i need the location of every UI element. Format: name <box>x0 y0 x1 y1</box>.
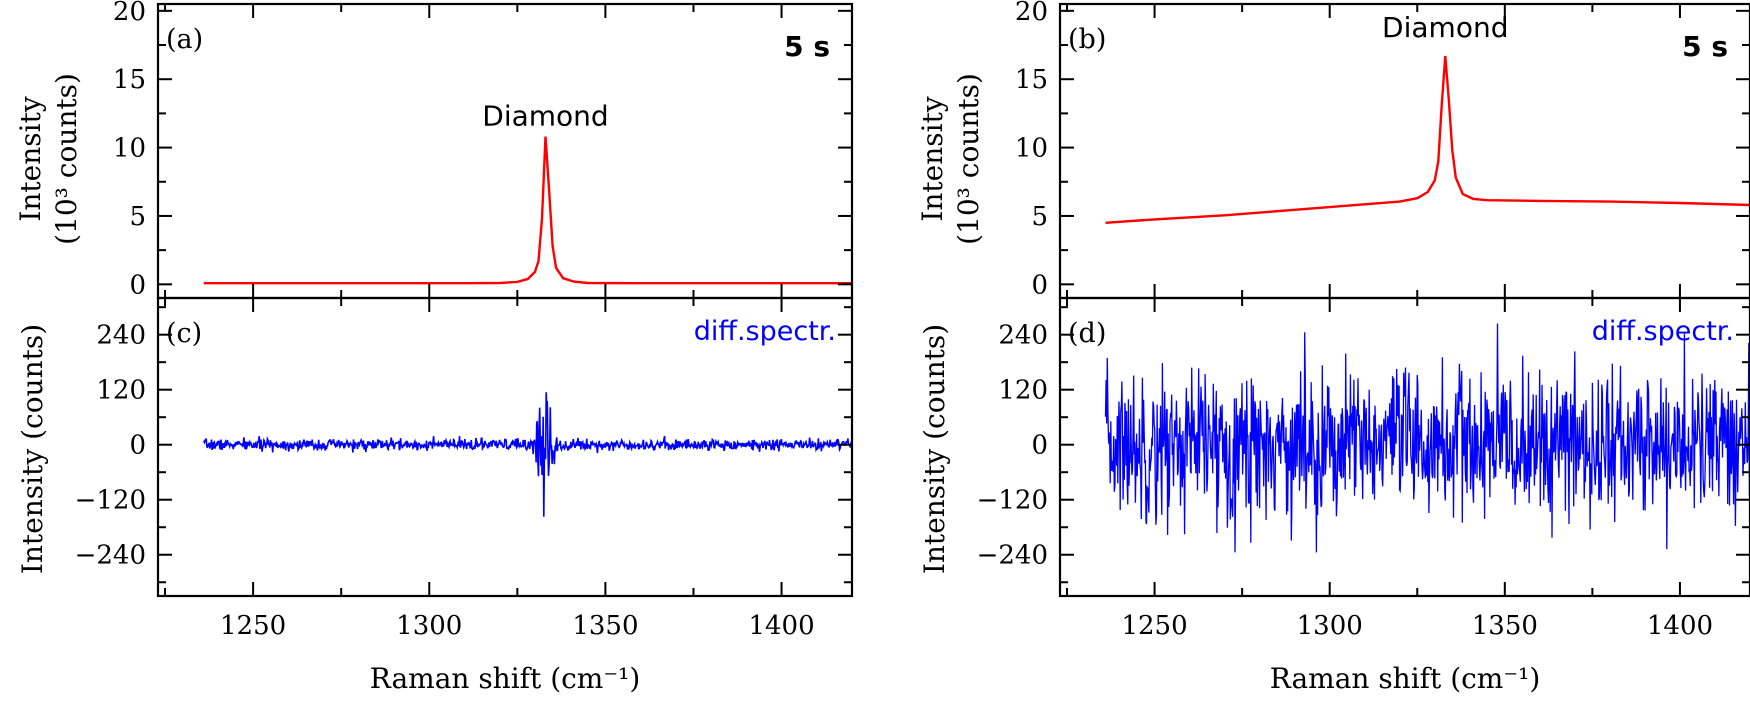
y-tick-label: 20 <box>1015 0 1048 27</box>
panel-letter: (d) <box>1068 318 1106 349</box>
y-tick-label: 15 <box>113 65 146 95</box>
y-axis-label-line2: (10³ counts) <box>952 73 985 245</box>
y-axis-label: Intensity (counts) <box>16 324 49 574</box>
plot-frame <box>1058 2 1750 300</box>
y-tick-label: 10 <box>1015 134 1048 164</box>
difference-spectrum-line <box>1104 323 1750 553</box>
y-tick-label: 240 <box>998 321 1048 351</box>
y-tick-label: 10 <box>113 134 146 164</box>
spectrum-line <box>1105 55 1750 224</box>
difference-spectrum-line <box>203 392 852 517</box>
y-tick-label: 0 <box>129 270 146 300</box>
plot-frame <box>156 296 854 598</box>
y-tick-label: −120 <box>977 486 1048 516</box>
y-axis-label-line1: Intensity <box>14 96 47 222</box>
spectrum-line <box>203 136 852 285</box>
right-x-axis: 1250 1300 1350 1400 Raman shift (cm⁻¹) <box>1121 611 1713 695</box>
x-axis-label: Raman shift (cm⁻¹) <box>370 662 641 695</box>
y-tick-label: 15 <box>1015 65 1048 95</box>
y-tick-label: 120 <box>96 376 146 406</box>
exposure-label: 5 s <box>1682 30 1728 63</box>
y-tick-label: −240 <box>977 541 1048 571</box>
y-tick-label: 120 <box>998 376 1048 406</box>
x-tick-label: 1300 <box>396 611 462 641</box>
panel-d: −240 −120 0 120 240 Intensity (counts) (d) diff… <box>918 296 1750 598</box>
x-tick-label: 1350 <box>572 611 638 641</box>
x-tick-label: 1300 <box>1297 611 1363 641</box>
panel-letter: (b) <box>1068 24 1106 55</box>
y-axis-label-line2: (10³ counts) <box>50 73 83 245</box>
plot-frame <box>156 2 854 300</box>
y-tick-label: 240 <box>96 321 146 351</box>
exposure-label: 5 s <box>784 30 830 63</box>
x-tick-label: 1250 <box>220 611 286 641</box>
y-tick-label: −120 <box>75 486 146 516</box>
panel-letter: (a) <box>166 24 203 55</box>
left-x-axis: 1250 1300 1350 1400 Raman shift (cm⁻¹) <box>220 611 815 695</box>
diff-spectrum-label: diff.spectr. <box>1592 316 1734 347</box>
peak-label: Diamond <box>482 100 608 133</box>
panel-letter: (c) <box>166 318 202 349</box>
right-column: 0 5 10 15 20 Intensity (10³ counts) (b) Diamond 5… <box>916 0 1750 695</box>
y-tick-label: 0 <box>1031 270 1048 300</box>
y-tick-label: 0 <box>1031 431 1048 461</box>
x-axis-label: Raman shift (cm⁻¹) <box>1270 662 1541 695</box>
diff-spectrum-label: diff.spectr. <box>694 316 836 347</box>
y-tick-label: 0 <box>129 431 146 461</box>
x-tick-label: 1350 <box>1472 611 1538 641</box>
x-tick-label: 1250 <box>1121 611 1187 641</box>
y-tick-label: −240 <box>75 541 146 571</box>
x-tick-label: 1400 <box>748 611 814 641</box>
y-axis-label-line1: Intensity <box>916 96 949 222</box>
y-tick-label: 5 <box>129 202 146 232</box>
panel-a: 0 5 10 15 20 Intensity (10³ counts) (a) Diamond 5… <box>14 0 854 300</box>
peak-label: Diamond <box>1382 11 1508 44</box>
panel-b: 0 5 10 15 20 Intensity (10³ counts) (b) Diamond 5… <box>916 0 1750 300</box>
x-tick-label: 1400 <box>1647 611 1713 641</box>
y-tick-label: 5 <box>1031 202 1048 232</box>
left-column: 0 5 10 15 20 Intensity (10³ counts) (a) Diamond 5… <box>14 0 854 695</box>
plot-frame <box>1058 296 1750 598</box>
y-axis-label: Intensity (counts) <box>918 324 951 574</box>
panel-c: −240 −120 0 120 240 Intensity (counts) (c) diff… <box>16 296 854 598</box>
y-tick-label: 20 <box>113 0 146 27</box>
